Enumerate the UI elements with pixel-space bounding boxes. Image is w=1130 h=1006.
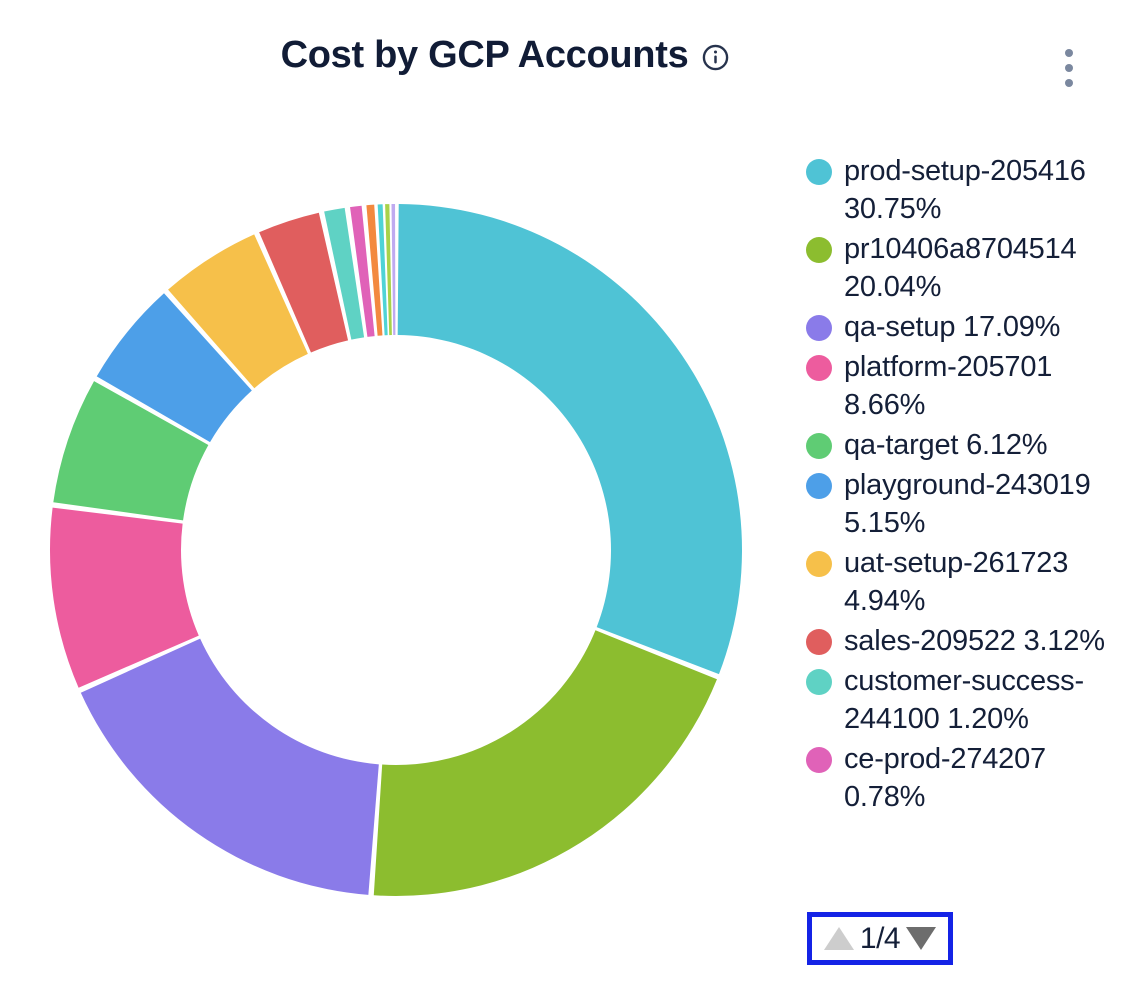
legend-color-swatch xyxy=(806,315,832,341)
legend-color-swatch xyxy=(806,669,832,695)
legend-item[interactable]: pr10406a8704514 20.04% xyxy=(806,230,1130,306)
legend-item[interactable]: qa-target 6.12% xyxy=(806,426,1130,464)
legend-item-label: qa-setup 17.09% xyxy=(844,311,1061,343)
legend-item-label: sales-209522 3.12% xyxy=(844,625,1105,657)
donut-chart-area xyxy=(0,130,800,1006)
legend-item[interactable]: customer-success-244100 1.20% xyxy=(806,662,1130,738)
legend-color-swatch xyxy=(806,355,832,381)
info-circle-icon[interactable] xyxy=(702,44,729,71)
legend-item[interactable]: qa-setup 17.09% xyxy=(806,308,1130,346)
donut-slice[interactable] xyxy=(168,234,308,389)
legend-color-swatch xyxy=(806,237,832,263)
donut-slice[interactable] xyxy=(259,212,349,353)
kebab-dot xyxy=(1065,64,1073,72)
donut-slice[interactable] xyxy=(385,204,392,336)
legend-item[interactable]: uat-setup-261723 4.94% xyxy=(806,544,1130,620)
kebab-menu-icon[interactable] xyxy=(1056,44,1082,92)
donut-slice[interactable] xyxy=(49,507,199,688)
donut-slice[interactable] xyxy=(366,204,383,336)
legend-item-label: customer-success-244100 1.20% xyxy=(844,665,1084,735)
legend-item-label: playground-243019 5.15% xyxy=(844,469,1091,539)
donut-slice[interactable] xyxy=(324,207,365,340)
widget-header: Cost by GCP Accounts xyxy=(0,0,1130,120)
legend-pagination[interactable]: 1/4 xyxy=(807,912,953,965)
donut-slice[interactable] xyxy=(96,293,252,443)
legend-item-label: uat-setup-261723 4.94% xyxy=(844,547,1069,617)
kebab-dot xyxy=(1065,49,1073,57)
title-group: Cost by GCP Accounts xyxy=(0,36,1010,74)
donut-slice[interactable] xyxy=(397,204,742,675)
legend-item[interactable]: ce-prod-274207 0.78% xyxy=(806,740,1130,816)
donut-slice[interactable] xyxy=(350,205,375,337)
legend-item-label: prod-setup-205416 30.75% xyxy=(844,155,1086,225)
legend-item-label: platform-205701 8.66% xyxy=(844,351,1053,421)
triangle-up-icon[interactable] xyxy=(823,927,854,950)
legend-color-swatch xyxy=(806,159,832,185)
legend-color-swatch xyxy=(806,551,832,577)
legend-color-swatch xyxy=(806,473,832,499)
legend-item[interactable]: sales-209522 3.12% xyxy=(806,622,1130,660)
chart-legend: prod-setup-205416 30.75% pr10406a8704514 … xyxy=(806,152,1130,904)
donut-slice[interactable] xyxy=(373,630,717,897)
donut-slice[interactable] xyxy=(377,204,388,336)
kebab-dot xyxy=(1065,79,1073,87)
legend-item-label: qa-target 6.12% xyxy=(844,429,1048,461)
legend-item[interactable]: playground-243019 5.15% xyxy=(806,466,1130,542)
legend-item-label: pr10406a8704514 20.04% xyxy=(844,233,1077,303)
donut-chart[interactable] xyxy=(0,130,800,1006)
legend-item[interactable]: prod-setup-205416 30.75% xyxy=(806,152,1130,228)
legend-item-label: ce-prod-274207 0.78% xyxy=(844,743,1046,813)
donut-slice[interactable] xyxy=(391,204,396,336)
donut-slice[interactable] xyxy=(53,381,209,521)
legend-color-swatch xyxy=(806,747,832,773)
legend-color-swatch xyxy=(806,433,832,459)
donut-slice[interactable] xyxy=(80,638,379,895)
pagination-count: 1/4 xyxy=(859,921,901,955)
page-title: Cost by GCP Accounts xyxy=(280,34,689,76)
legend-color-swatch xyxy=(806,629,832,655)
legend-item[interactable]: platform-205701 8.66% xyxy=(806,348,1130,424)
triangle-down-icon[interactable] xyxy=(906,927,937,950)
